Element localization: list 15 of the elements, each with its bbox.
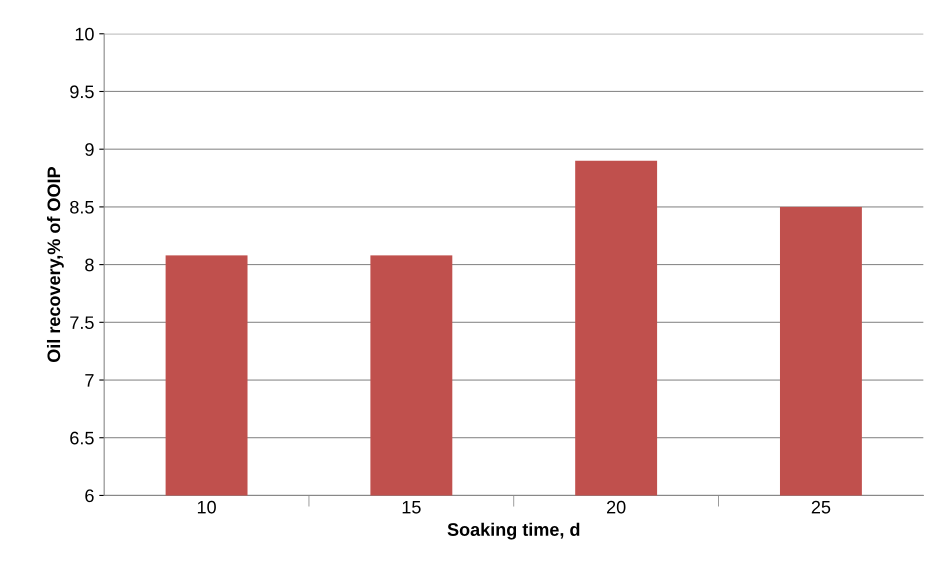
y-tick-label: 9.5 bbox=[70, 85, 94, 98]
x-tick-label: 15 bbox=[402, 500, 421, 514]
x-tick-label: 10 bbox=[198, 500, 216, 514]
x-axis-title: Soaking time, d bbox=[448, 522, 580, 540]
y-tick-label: 8 bbox=[85, 258, 94, 272]
y-tick-label: 10 bbox=[76, 28, 94, 40]
y-tick-label: 6 bbox=[85, 489, 94, 502]
y-tick-label: 6.5 bbox=[70, 432, 94, 444]
y-tick-label: 7.5 bbox=[70, 316, 94, 330]
x-tick-label: 20 bbox=[607, 500, 626, 514]
y-tick-label: 9 bbox=[85, 143, 94, 156]
y-tick-label: 7 bbox=[85, 374, 94, 387]
y-axis-title: Oil recovery,% of OOIP bbox=[46, 167, 64, 362]
x-tick-label: 25 bbox=[812, 500, 830, 514]
y-tick-label: 8.5 bbox=[70, 200, 94, 214]
